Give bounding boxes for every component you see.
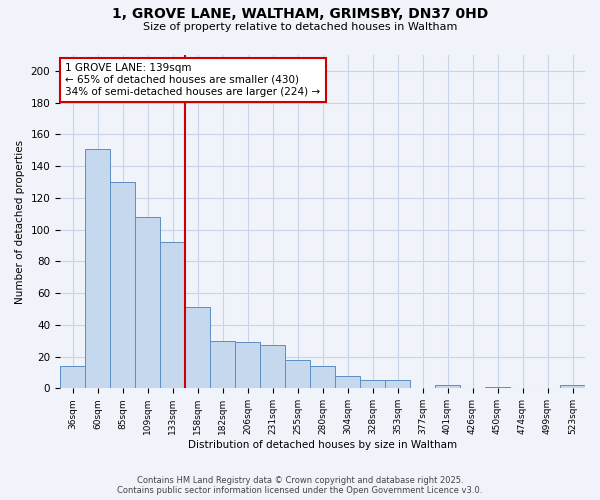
- Bar: [360, 380, 385, 388]
- Bar: [435, 385, 460, 388]
- Bar: [60, 366, 85, 388]
- Bar: [310, 366, 335, 388]
- Bar: [335, 376, 360, 388]
- Bar: [110, 182, 135, 388]
- Bar: [560, 385, 585, 388]
- Text: 1, GROVE LANE, WALTHAM, GRIMSBY, DN37 0HD: 1, GROVE LANE, WALTHAM, GRIMSBY, DN37 0H…: [112, 8, 488, 22]
- Bar: [85, 148, 110, 388]
- Bar: [210, 340, 235, 388]
- Text: Contains HM Land Registry data © Crown copyright and database right 2025.
Contai: Contains HM Land Registry data © Crown c…: [118, 476, 482, 495]
- Bar: [485, 387, 510, 388]
- Bar: [235, 342, 260, 388]
- Bar: [260, 346, 285, 389]
- Bar: [385, 380, 410, 388]
- X-axis label: Distribution of detached houses by size in Waltham: Distribution of detached houses by size …: [188, 440, 457, 450]
- Bar: [160, 242, 185, 388]
- Bar: [185, 308, 210, 388]
- Bar: [135, 217, 160, 388]
- Y-axis label: Number of detached properties: Number of detached properties: [15, 140, 25, 304]
- Text: 1 GROVE LANE: 139sqm
← 65% of detached houses are smaller (430)
34% of semi-deta: 1 GROVE LANE: 139sqm ← 65% of detached h…: [65, 64, 320, 96]
- Bar: [285, 360, 310, 388]
- Text: Size of property relative to detached houses in Waltham: Size of property relative to detached ho…: [143, 22, 457, 32]
